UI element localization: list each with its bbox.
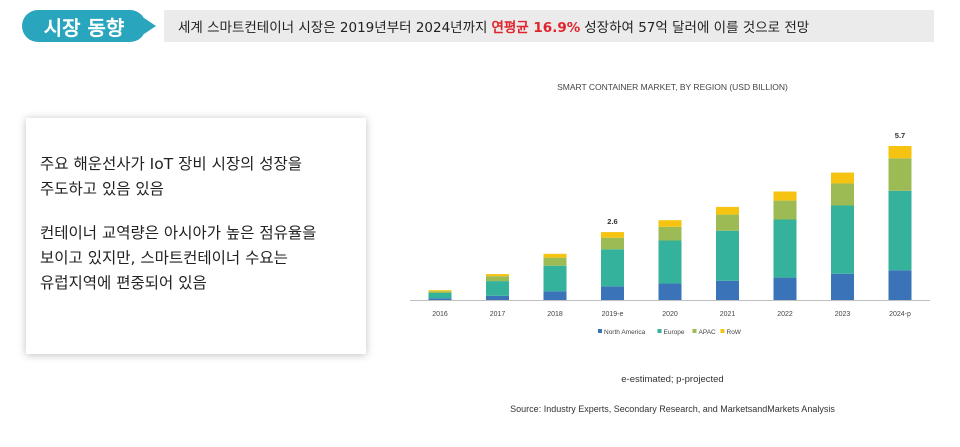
bar-segment-apac-2024-p [888, 158, 912, 191]
x-tick-label: 2016 [432, 311, 448, 318]
x-tick-label: 2021 [720, 311, 736, 318]
insight-paragraph-2: 컨테이너 교역량은 아시아가 높은 점유율을 보이고 있지만, 스마트컨테이너 … [40, 224, 317, 292]
bar-segment-row-2024-p [888, 146, 912, 159]
x-tick-label: 2024-p [889, 311, 911, 318]
bar-segment-north-america-2023 [831, 273, 854, 300]
legend-swatch [657, 329, 662, 333]
bar-segment-north-america-2018 [543, 291, 567, 300]
bar-segment-europe-2023 [831, 205, 854, 274]
legend-label: RoW [727, 329, 742, 336]
x-tick-label: 2018 [547, 311, 563, 318]
insight-paragraph-1: 주요 해운선사가 IoT 장비 시장의 성장을 주도하고 있음 있음 [40, 155, 303, 198]
x-tick-label: 2020 [662, 311, 678, 318]
stacked-bar-chart: 2016 2017 2018 2019-e 2.6 2020 2021 2022 2023 202… [410, 131, 930, 336]
bar-segment-north-america-2022 [773, 277, 797, 300]
summary-box: 세계 스마트컨테이너 시장은 2019년부터 2024년까지 연평균 16.9%… [164, 10, 934, 42]
bar-segment-row-2020 [658, 220, 682, 227]
bar-segment-north-america-2019-e [601, 286, 624, 300]
bar-segment-europe-2018 [543, 265, 567, 292]
bar-segment-row-2023 [831, 172, 854, 184]
bar-segment-europe-2017 [486, 281, 509, 296]
bar-segment-row-2019-e [601, 232, 624, 238]
x-tick-label: 2023 [835, 311, 851, 318]
legend-swatch [720, 329, 725, 333]
bar-segment-europe-2021 [716, 230, 739, 281]
bar-segment-north-america-2024-p [888, 270, 912, 300]
bar-segment-north-america-2020 [658, 283, 682, 300]
bar-segment-row-2021 [716, 206, 739, 215]
bar-segment-apac-2018 [543, 257, 567, 266]
x-tick-label: 2022 [777, 311, 793, 318]
bar-segment-europe-2016 [428, 293, 452, 299]
summary-highlight: 연평균 16.9% [491, 20, 581, 36]
legend-label: Europe [664, 329, 685, 336]
bar-segment-row-2022 [773, 191, 797, 201]
legend-label: North America [604, 329, 646, 336]
summary-text: 세계 스마트컨테이너 시장은 2019년부터 2024년까지 [178, 20, 488, 36]
bar-segment-apac-2020 [658, 226, 682, 241]
legend-label: APAC [699, 329, 717, 336]
insight-card: 주요 해운선사가 IoT 장비 시장의 성장을 주도하고 있음 있음 컨테이너 … [26, 118, 366, 354]
bar-segment-north-america-2016 [428, 298, 452, 300]
bar-segment-row-2016 [428, 290, 452, 292]
chart-area: SMART CONTAINER MARKET, BY REGION (USD B… [400, 76, 950, 426]
total-data-label: 2.6 [607, 217, 617, 226]
chart-title: SMART CONTAINER MARKET, BY REGION (USD B… [557, 82, 788, 92]
bar-segment-apac-2016 [428, 291, 452, 293]
bar-segment-apac-2023 [831, 183, 854, 206]
bar-segment-north-america-2017 [486, 295, 509, 300]
market-trend-badge: 시장 동향 [22, 10, 156, 42]
chart-source: Source: Industry Experts, Secondary Rese… [510, 404, 835, 414]
bar-segment-row-2018 [543, 253, 567, 258]
bar-segment-apac-2021 [716, 214, 739, 231]
legend-swatch [692, 329, 697, 333]
chart-footnote: e-estimated; p-projected [621, 374, 724, 385]
bar-segment-apac-2017 [486, 276, 509, 282]
bar-segment-north-america-2021 [716, 280, 739, 300]
bar-segment-apac-2019-e [601, 237, 624, 250]
x-tick-label: 2017 [490, 311, 506, 318]
x-tick-label: 2019-e [602, 311, 624, 318]
total-data-label: 5.7 [895, 131, 905, 140]
bar-segment-europe-2019-e [601, 249, 624, 287]
legend-swatch [598, 329, 602, 333]
bar-segment-apac-2022 [773, 200, 797, 220]
bar-segment-europe-2024-p [888, 190, 912, 271]
bar-segment-europe-2022 [773, 219, 797, 278]
summary-text-end: 성장하여 57억 달러에 이를 것으로 전망 [584, 20, 810, 36]
bar-segment-row-2017 [486, 274, 509, 277]
bar-segment-europe-2020 [658, 240, 682, 284]
header-bar: 시장 동향 세계 스마트컨테이너 시장은 2019년부터 2024년까지 연평균… [22, 10, 934, 42]
